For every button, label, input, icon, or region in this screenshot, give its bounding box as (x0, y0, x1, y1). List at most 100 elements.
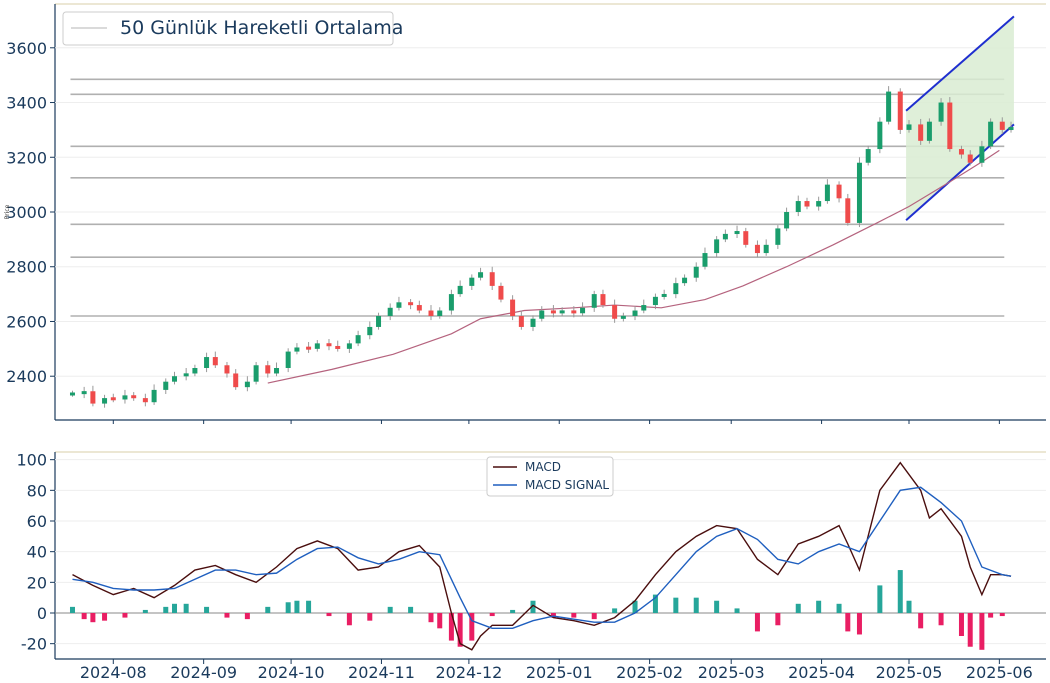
channel-fill (906, 16, 1014, 221)
macd-x-ticks: 2024-08 2024-09 2024-10 2024-11 2024-12 2025-… (80, 659, 1033, 682)
candle-body (416, 305, 422, 311)
candle-body (142, 398, 148, 403)
macd-histogram-bar (571, 613, 577, 618)
macd-histogram-bar (967, 613, 973, 647)
macd-histogram-bar (877, 585, 883, 613)
price-y-tick-label: 3400 (6, 94, 47, 113)
price-y-tick-label: 2600 (6, 312, 47, 331)
candle-body (591, 294, 597, 308)
candle-body (632, 310, 638, 316)
macd-histogram-bar (918, 613, 924, 629)
macd-y-tick-label: 60 (27, 512, 47, 531)
price-x-ticks (112, 420, 1000, 424)
candle-body (856, 162, 862, 223)
candle-body (244, 381, 250, 388)
candle-body (734, 231, 740, 235)
candle-body (824, 184, 830, 202)
macd-histogram-bar (346, 613, 352, 626)
candle-body (335, 345, 341, 349)
macd-legend-label-macd: MACD (525, 460, 561, 474)
macd-y-tick-label: 20 (27, 573, 47, 592)
candle-body (754, 244, 760, 254)
candle-body (743, 231, 749, 245)
candle-body (183, 373, 189, 377)
candle-body (886, 91, 892, 122)
candle-body (346, 343, 352, 349)
candle-body (682, 277, 688, 284)
x-tick-label: 2024-08 (80, 663, 147, 682)
macd-histogram-bar (428, 613, 434, 623)
price-horizontal-levels (70, 78, 1005, 317)
macd-histogram-bar (265, 606, 271, 613)
candle-body (702, 253, 708, 267)
macd-y-ticks: 100 80 60 40 20 0 -20 (16, 451, 55, 654)
macd-histogram-bar (652, 594, 658, 613)
x-tick-label: 2025-05 (876, 663, 943, 682)
macd-histogram-bar (172, 603, 178, 613)
candle-body (845, 198, 851, 223)
candle-body (661, 293, 667, 297)
price-legend-box (62, 11, 394, 46)
macd-histogram-bar (489, 613, 495, 617)
sma-line-group (267, 149, 1000, 384)
candle-body (192, 368, 198, 374)
candle-body (539, 310, 545, 319)
candle-body (367, 326, 373, 336)
macd-histogram-bar (183, 603, 189, 613)
macd-histogram-bar (999, 613, 1005, 617)
candle-body (326, 343, 332, 347)
candle-body (428, 310, 434, 316)
macd-histogram-bar (836, 603, 842, 613)
macd-line (72, 461, 1012, 651)
macd-y-tick-label: -20 (21, 635, 47, 654)
candle-body (926, 121, 932, 141)
macd-histogram-bar (530, 600, 536, 613)
candle-body (804, 201, 810, 207)
candle-body (967, 154, 973, 163)
candle-body (355, 335, 361, 344)
macd-histogram-bar (204, 606, 210, 613)
macd-histogram-bar (754, 613, 760, 632)
candle-body (131, 395, 137, 399)
macd-histogram-bar (906, 600, 912, 613)
macd-histogram-bar (632, 600, 638, 613)
candle-body (979, 146, 985, 163)
price-y-ticks: 2400 2600 2800 3000 3200 3400 3600 (6, 39, 55, 386)
macd-histogram-bar (294, 600, 300, 613)
channel-lower-line (905, 123, 1015, 221)
macd-histogram-bar (306, 600, 312, 613)
sma50-line (267, 149, 1000, 384)
candle-body (172, 376, 178, 382)
macd-legend-box (486, 456, 614, 497)
candle-body (285, 351, 291, 368)
macd-histogram-bar (448, 613, 454, 641)
macd-histogram-bar (367, 613, 373, 621)
macd-histogram-bar (979, 613, 985, 650)
x-tick-label: 2024-10 (258, 663, 325, 682)
macd-histogram-bar (457, 613, 463, 647)
candle-body (253, 365, 259, 382)
macd-histogram-bar (90, 613, 96, 623)
macd-histogram-bar (897, 570, 903, 613)
macd-histogram-bar (163, 606, 169, 613)
macd-y-tick-label: 100 (16, 451, 47, 470)
macd-histogram-bar (69, 606, 75, 613)
candle-body (938, 102, 944, 122)
macd-histogram-bar (387, 606, 393, 613)
candle-body (212, 357, 218, 366)
macd-y-tick-label: 0 (37, 604, 47, 623)
candle-body (906, 124, 912, 130)
candle-body (151, 389, 157, 403)
candle-body (306, 346, 312, 350)
macd-histogram-bar (469, 613, 475, 641)
macd-histogram-bar (122, 613, 128, 618)
price-channel (905, 15, 1015, 221)
candle-body (795, 201, 801, 212)
candle-body (224, 365, 230, 374)
channel-upper-line (905, 15, 1015, 112)
macd-signal-line (72, 486, 1012, 630)
price-y-tick-label: 3600 (6, 39, 47, 58)
macd-lines (72, 461, 1012, 651)
candle-body (204, 357, 210, 368)
